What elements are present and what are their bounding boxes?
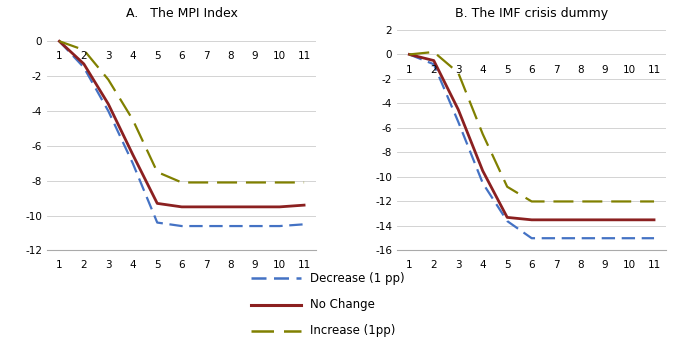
Text: 11: 11 [297, 259, 311, 270]
Text: 5: 5 [504, 65, 511, 75]
Title: B. The IMF crisis dummy: B. The IMF crisis dummy [455, 7, 608, 20]
Text: 3: 3 [455, 65, 462, 75]
Text: 6: 6 [178, 259, 185, 270]
Text: 10: 10 [273, 259, 286, 270]
Text: 8: 8 [227, 259, 234, 270]
Text: No Change: No Change [310, 298, 375, 311]
Text: Decrease (1 pp): Decrease (1 pp) [310, 272, 405, 285]
Text: 5: 5 [504, 259, 511, 270]
Text: 4: 4 [479, 259, 486, 270]
Text: 11: 11 [647, 65, 661, 75]
Text: 4: 4 [479, 65, 486, 75]
Text: 2: 2 [431, 65, 437, 75]
Text: 5: 5 [154, 51, 161, 62]
Text: 9: 9 [252, 51, 258, 62]
Text: 8: 8 [227, 51, 234, 62]
Title: A.   The MPI Index: A. The MPI Index [126, 7, 238, 20]
Text: 11: 11 [647, 259, 661, 270]
Text: 10: 10 [623, 65, 636, 75]
Text: 7: 7 [553, 259, 559, 270]
Text: 1: 1 [56, 259, 63, 270]
Text: 1: 1 [56, 51, 63, 62]
Text: 10: 10 [273, 51, 286, 62]
Text: 6: 6 [178, 51, 185, 62]
Text: 2: 2 [431, 259, 437, 270]
Text: 6: 6 [528, 259, 535, 270]
Text: 8: 8 [577, 259, 584, 270]
Text: 1: 1 [406, 65, 413, 75]
Text: 2: 2 [81, 51, 87, 62]
Text: 4: 4 [129, 259, 136, 270]
Text: 5: 5 [154, 259, 161, 270]
Text: 9: 9 [252, 259, 258, 270]
Text: 3: 3 [105, 51, 112, 62]
Text: 3: 3 [105, 259, 112, 270]
Text: 11: 11 [297, 51, 311, 62]
Text: Increase (1pp): Increase (1pp) [310, 324, 396, 337]
Text: 4: 4 [129, 51, 136, 62]
Text: 7: 7 [553, 65, 559, 75]
Text: 6: 6 [528, 65, 535, 75]
Text: 1: 1 [406, 259, 413, 270]
Text: 10: 10 [623, 259, 636, 270]
Text: 7: 7 [203, 259, 209, 270]
Text: 9: 9 [602, 65, 608, 75]
Text: 8: 8 [577, 65, 584, 75]
Text: 3: 3 [455, 259, 462, 270]
Text: 9: 9 [602, 259, 608, 270]
Text: 7: 7 [203, 51, 209, 62]
Text: 2: 2 [81, 259, 87, 270]
